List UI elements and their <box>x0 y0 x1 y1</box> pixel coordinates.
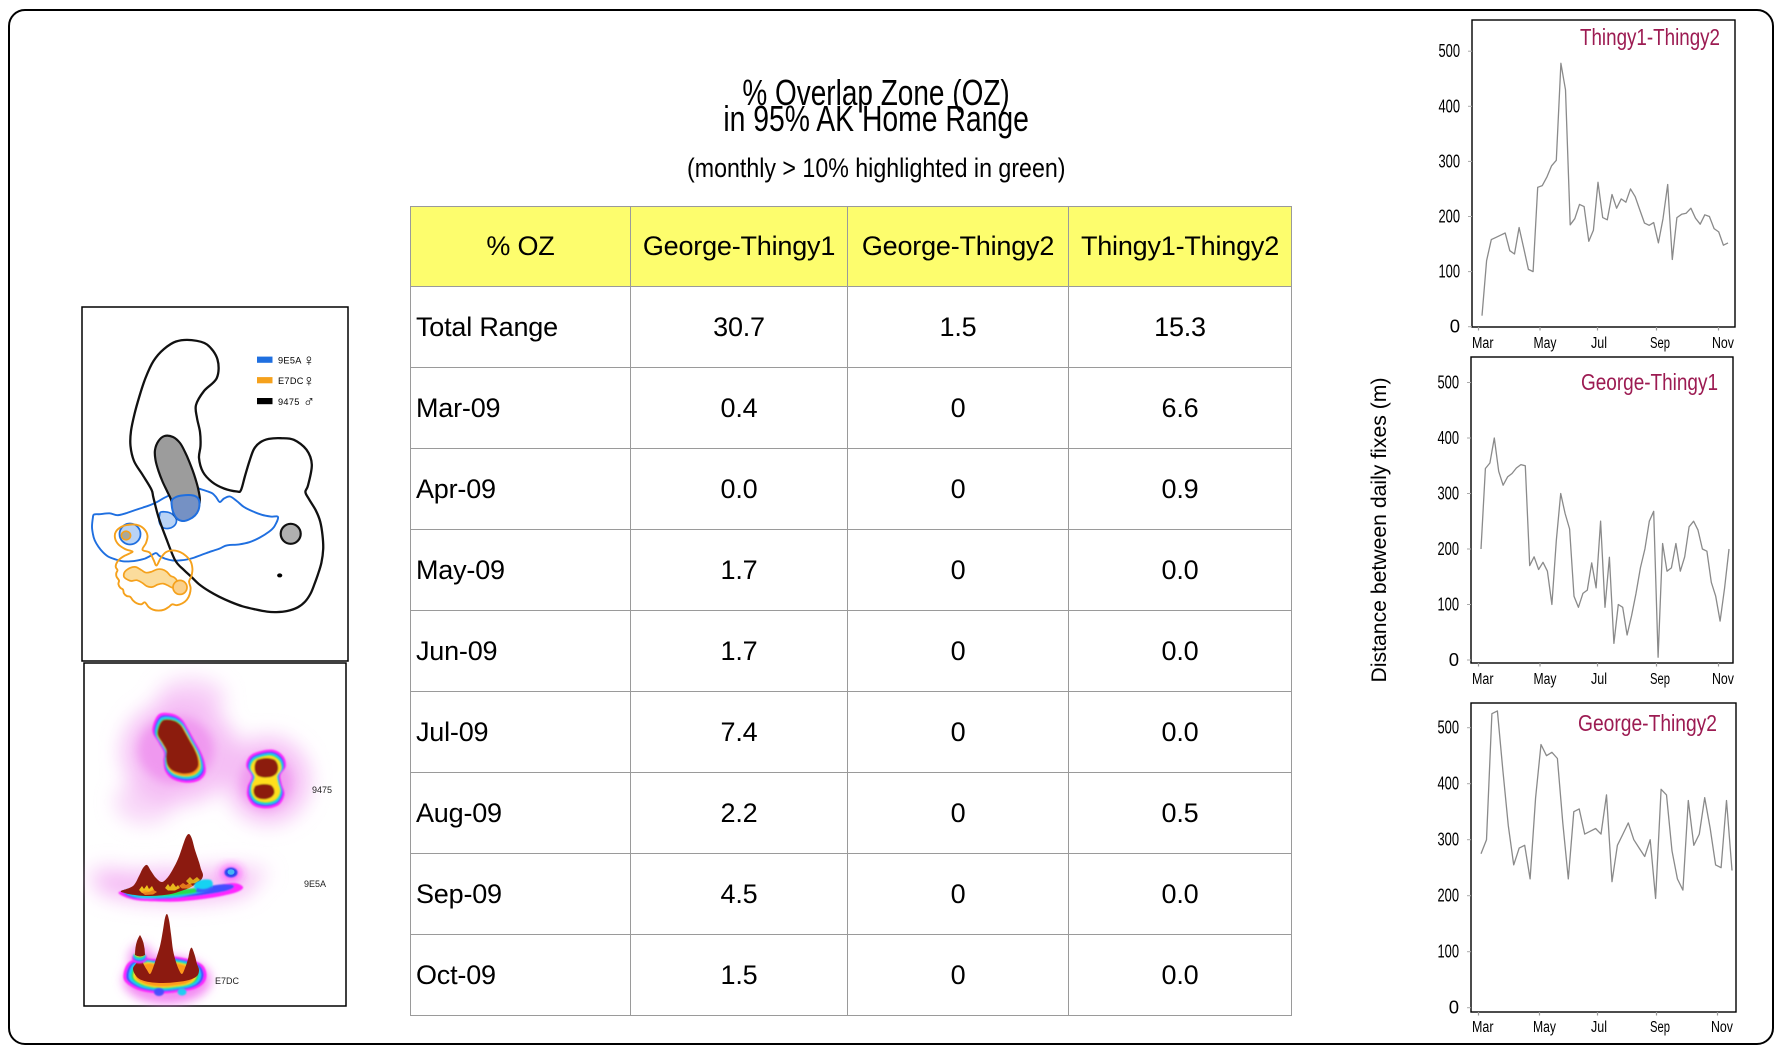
svg-text:Sep: Sep <box>1650 1019 1670 1036</box>
svg-text:May: May <box>1533 1019 1556 1036</box>
svg-text:300: 300 <box>1438 829 1460 850</box>
svg-text:300: 300 <box>1439 150 1461 171</box>
svg-text:500: 500 <box>1438 372 1460 393</box>
svg-text:100: 100 <box>1438 594 1460 615</box>
svg-text:100: 100 <box>1439 261 1461 282</box>
svg-text:400: 400 <box>1438 427 1460 448</box>
svg-text:200: 200 <box>1439 206 1461 227</box>
svg-text:Nov: Nov <box>1711 1019 1733 1036</box>
svg-text:Nov: Nov <box>1712 671 1734 688</box>
svg-text:May: May <box>1534 335 1557 352</box>
svg-text:9E5A: 9E5A <box>304 879 326 889</box>
svg-text:100: 100 <box>1438 941 1460 962</box>
svg-text:Jul: Jul <box>1591 1019 1607 1036</box>
svg-text:500: 500 <box>1438 717 1460 738</box>
svg-text:9475: 9475 <box>312 785 332 795</box>
svg-text:9475: 9475 <box>278 397 300 407</box>
svg-text:Thingy1-Thingy2: Thingy1-Thingy2 <box>1580 24 1720 50</box>
svg-text:300: 300 <box>1438 483 1460 504</box>
svg-text:500: 500 <box>1439 40 1461 61</box>
svg-text:0: 0 <box>1450 316 1460 337</box>
svg-text:♂: ♂ <box>303 394 315 411</box>
svg-text:400: 400 <box>1438 773 1460 794</box>
svg-text:200: 200 <box>1438 885 1460 906</box>
svg-text:Distance between daily fixes (: Distance between daily fixes (m) <box>1368 378 1391 683</box>
svg-text:E7DC: E7DC <box>215 976 240 986</box>
svg-text:E7DC: E7DC <box>278 376 304 386</box>
svg-text:George-Thingy2: George-Thingy2 <box>1578 710 1717 736</box>
svg-text:Mar: Mar <box>1472 1019 1494 1036</box>
svg-text:Mar: Mar <box>1472 335 1494 352</box>
svg-text:Sep: Sep <box>1650 671 1670 688</box>
svg-text:♀: ♀ <box>303 373 315 390</box>
svg-text:0: 0 <box>1449 649 1459 670</box>
svg-text:Nov: Nov <box>1712 335 1734 352</box>
svg-text:George-Thingy1: George-Thingy1 <box>1581 369 1718 395</box>
svg-text:200: 200 <box>1438 538 1460 559</box>
svg-text:Jul: Jul <box>1591 671 1607 688</box>
svg-text:9E5A: 9E5A <box>278 355 302 365</box>
svg-text:0: 0 <box>1449 997 1459 1018</box>
svg-text:Jul: Jul <box>1591 335 1607 352</box>
svg-text:May: May <box>1534 671 1557 688</box>
svg-text:Mar: Mar <box>1472 671 1494 688</box>
svg-text:♀: ♀ <box>303 353 315 370</box>
svg-text:Sep: Sep <box>1650 335 1670 352</box>
svg-text:400: 400 <box>1439 95 1461 116</box>
